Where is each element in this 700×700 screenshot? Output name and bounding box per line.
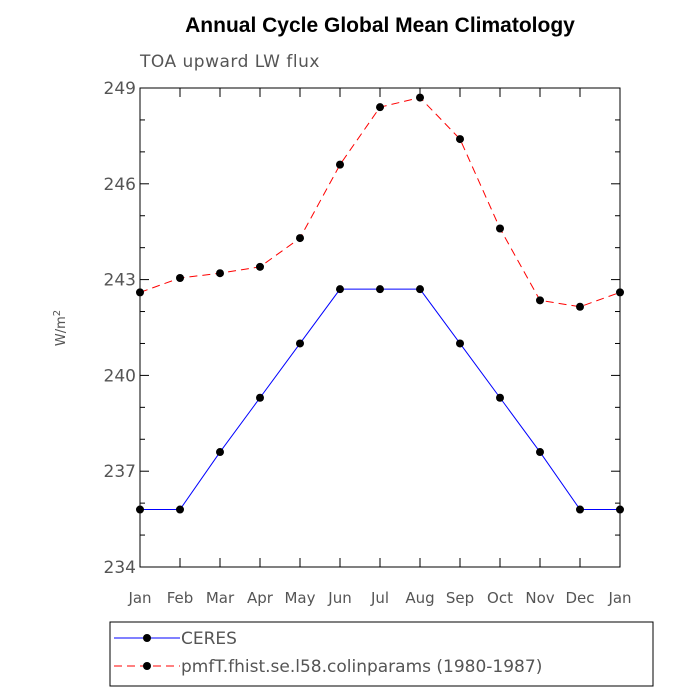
x-tick-label: Nov bbox=[525, 589, 554, 607]
series-1-point bbox=[496, 224, 504, 233]
series-0-point bbox=[616, 505, 624, 514]
axis-ticks bbox=[139, 87, 621, 568]
series-0-point bbox=[216, 448, 224, 457]
y-axis-label: W/m2 bbox=[52, 310, 69, 346]
series-0-point bbox=[296, 339, 304, 348]
series-0-point bbox=[136, 505, 144, 514]
legend-marker-model bbox=[143, 662, 151, 670]
chart-subtitle: TOA upward LW flux bbox=[139, 52, 320, 72]
x-tick-label: Jun bbox=[327, 589, 351, 607]
series-1-point bbox=[416, 93, 424, 102]
x-tick-label: Aug bbox=[405, 589, 434, 607]
y-tick-label: 237 bbox=[104, 462, 136, 482]
y-tick-label: 246 bbox=[104, 175, 136, 195]
legend-label-model: pmfT.fhist.se.l58.colinparams (1980-1987… bbox=[181, 657, 542, 677]
series-1-point bbox=[576, 302, 584, 311]
series-0-point bbox=[176, 505, 184, 514]
legend-marker-ceres bbox=[143, 634, 151, 642]
x-tick-label: Feb bbox=[167, 589, 194, 607]
series-0-point bbox=[256, 393, 264, 402]
x-tick-label: Mar bbox=[206, 589, 235, 607]
series-1-point bbox=[456, 135, 464, 144]
y-tick-label: 240 bbox=[104, 366, 136, 386]
legend-box bbox=[109, 621, 654, 687]
x-tick-label: Dec bbox=[565, 589, 594, 607]
series-0-point bbox=[376, 285, 384, 294]
series-1-point bbox=[216, 269, 224, 278]
series-0-point bbox=[536, 448, 544, 457]
y-tick-labels: 234 237 240 243 246 249 bbox=[104, 79, 136, 578]
x-tick-labels: Jan Feb Mar Apr May Jun Jul Aug Sep Oct Nov Dec Jan bbox=[127, 589, 631, 607]
series-1-point bbox=[616, 288, 624, 297]
y-axis-label-base: W/m bbox=[54, 316, 69, 346]
y-tick-label: 249 bbox=[104, 79, 136, 99]
series-0-point bbox=[456, 339, 464, 348]
x-tick-label: May bbox=[284, 589, 315, 607]
y-axis-label-sup: 2 bbox=[52, 310, 63, 316]
x-tick-label: Jan bbox=[127, 589, 151, 607]
legend: CERES pmfT.fhist.se.l58.colinparams (198… bbox=[109, 621, 654, 687]
series-0-point bbox=[416, 285, 424, 294]
series-1-point bbox=[296, 234, 304, 243]
series-line-1 bbox=[139, 97, 621, 308]
series-0-point bbox=[576, 505, 584, 514]
series-1-point bbox=[136, 288, 144, 297]
x-tick-label: Sep bbox=[446, 589, 474, 607]
series-1-point bbox=[376, 103, 384, 112]
chart-title: Annual Cycle Global Mean Climatology bbox=[185, 14, 575, 37]
y-tick-label: 243 bbox=[104, 271, 136, 291]
x-tick-label: Apr bbox=[247, 589, 274, 607]
series-0-point bbox=[336, 285, 344, 294]
x-tick-label: Jul bbox=[370, 589, 389, 607]
x-tick-label: Oct bbox=[487, 589, 513, 607]
legend-label-ceres: CERES bbox=[181, 629, 237, 649]
series-1-point bbox=[336, 160, 344, 169]
series-line-0 bbox=[140, 288, 620, 511]
series-group bbox=[136, 93, 624, 514]
series-1-point bbox=[176, 274, 184, 283]
series-1-point bbox=[256, 262, 264, 271]
series-1-point bbox=[536, 296, 544, 305]
plot-frame bbox=[139, 87, 621, 568]
series-0-point bbox=[496, 393, 504, 402]
y-tick-label: 234 bbox=[104, 558, 136, 578]
x-tick-label: Jan bbox=[607, 589, 631, 607]
